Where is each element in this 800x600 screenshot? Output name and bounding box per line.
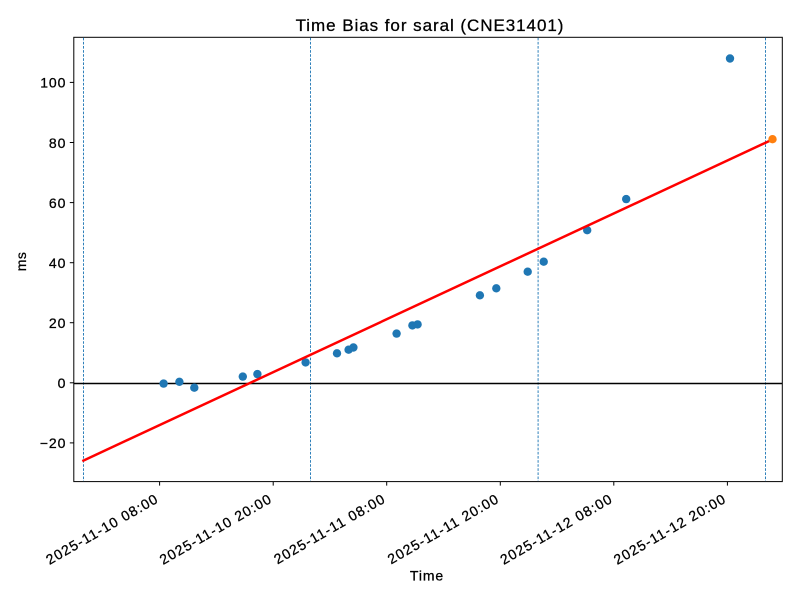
svg-text:2025-11-12 20:00: 2025-11-12 20:00 [611, 490, 729, 567]
svg-text:40: 40 [49, 255, 66, 271]
svg-text:2025-11-10 08:00: 2025-11-10 08:00 [43, 490, 161, 567]
svg-text:100: 100 [40, 75, 66, 91]
svg-text:ms: ms [13, 252, 29, 271]
svg-text:0: 0 [58, 375, 67, 391]
svg-text:20: 20 [49, 315, 66, 331]
svg-text:−20: −20 [40, 435, 66, 451]
svg-text:2025-11-10 20:00: 2025-11-10 20:00 [157, 490, 275, 567]
svg-text:2025-11-11 20:00: 2025-11-11 20:00 [385, 490, 502, 567]
svg-text:Time: Time [410, 568, 444, 584]
svg-text:2025-11-11 08:00: 2025-11-11 08:00 [271, 490, 388, 567]
svg-text:Time Bias for saral (CNE31401): Time Bias for saral (CNE31401) [296, 16, 565, 35]
svg-text:80: 80 [49, 135, 66, 151]
svg-text:60: 60 [49, 195, 66, 211]
svg-text:2025-11-12 08:00: 2025-11-12 08:00 [497, 490, 615, 567]
